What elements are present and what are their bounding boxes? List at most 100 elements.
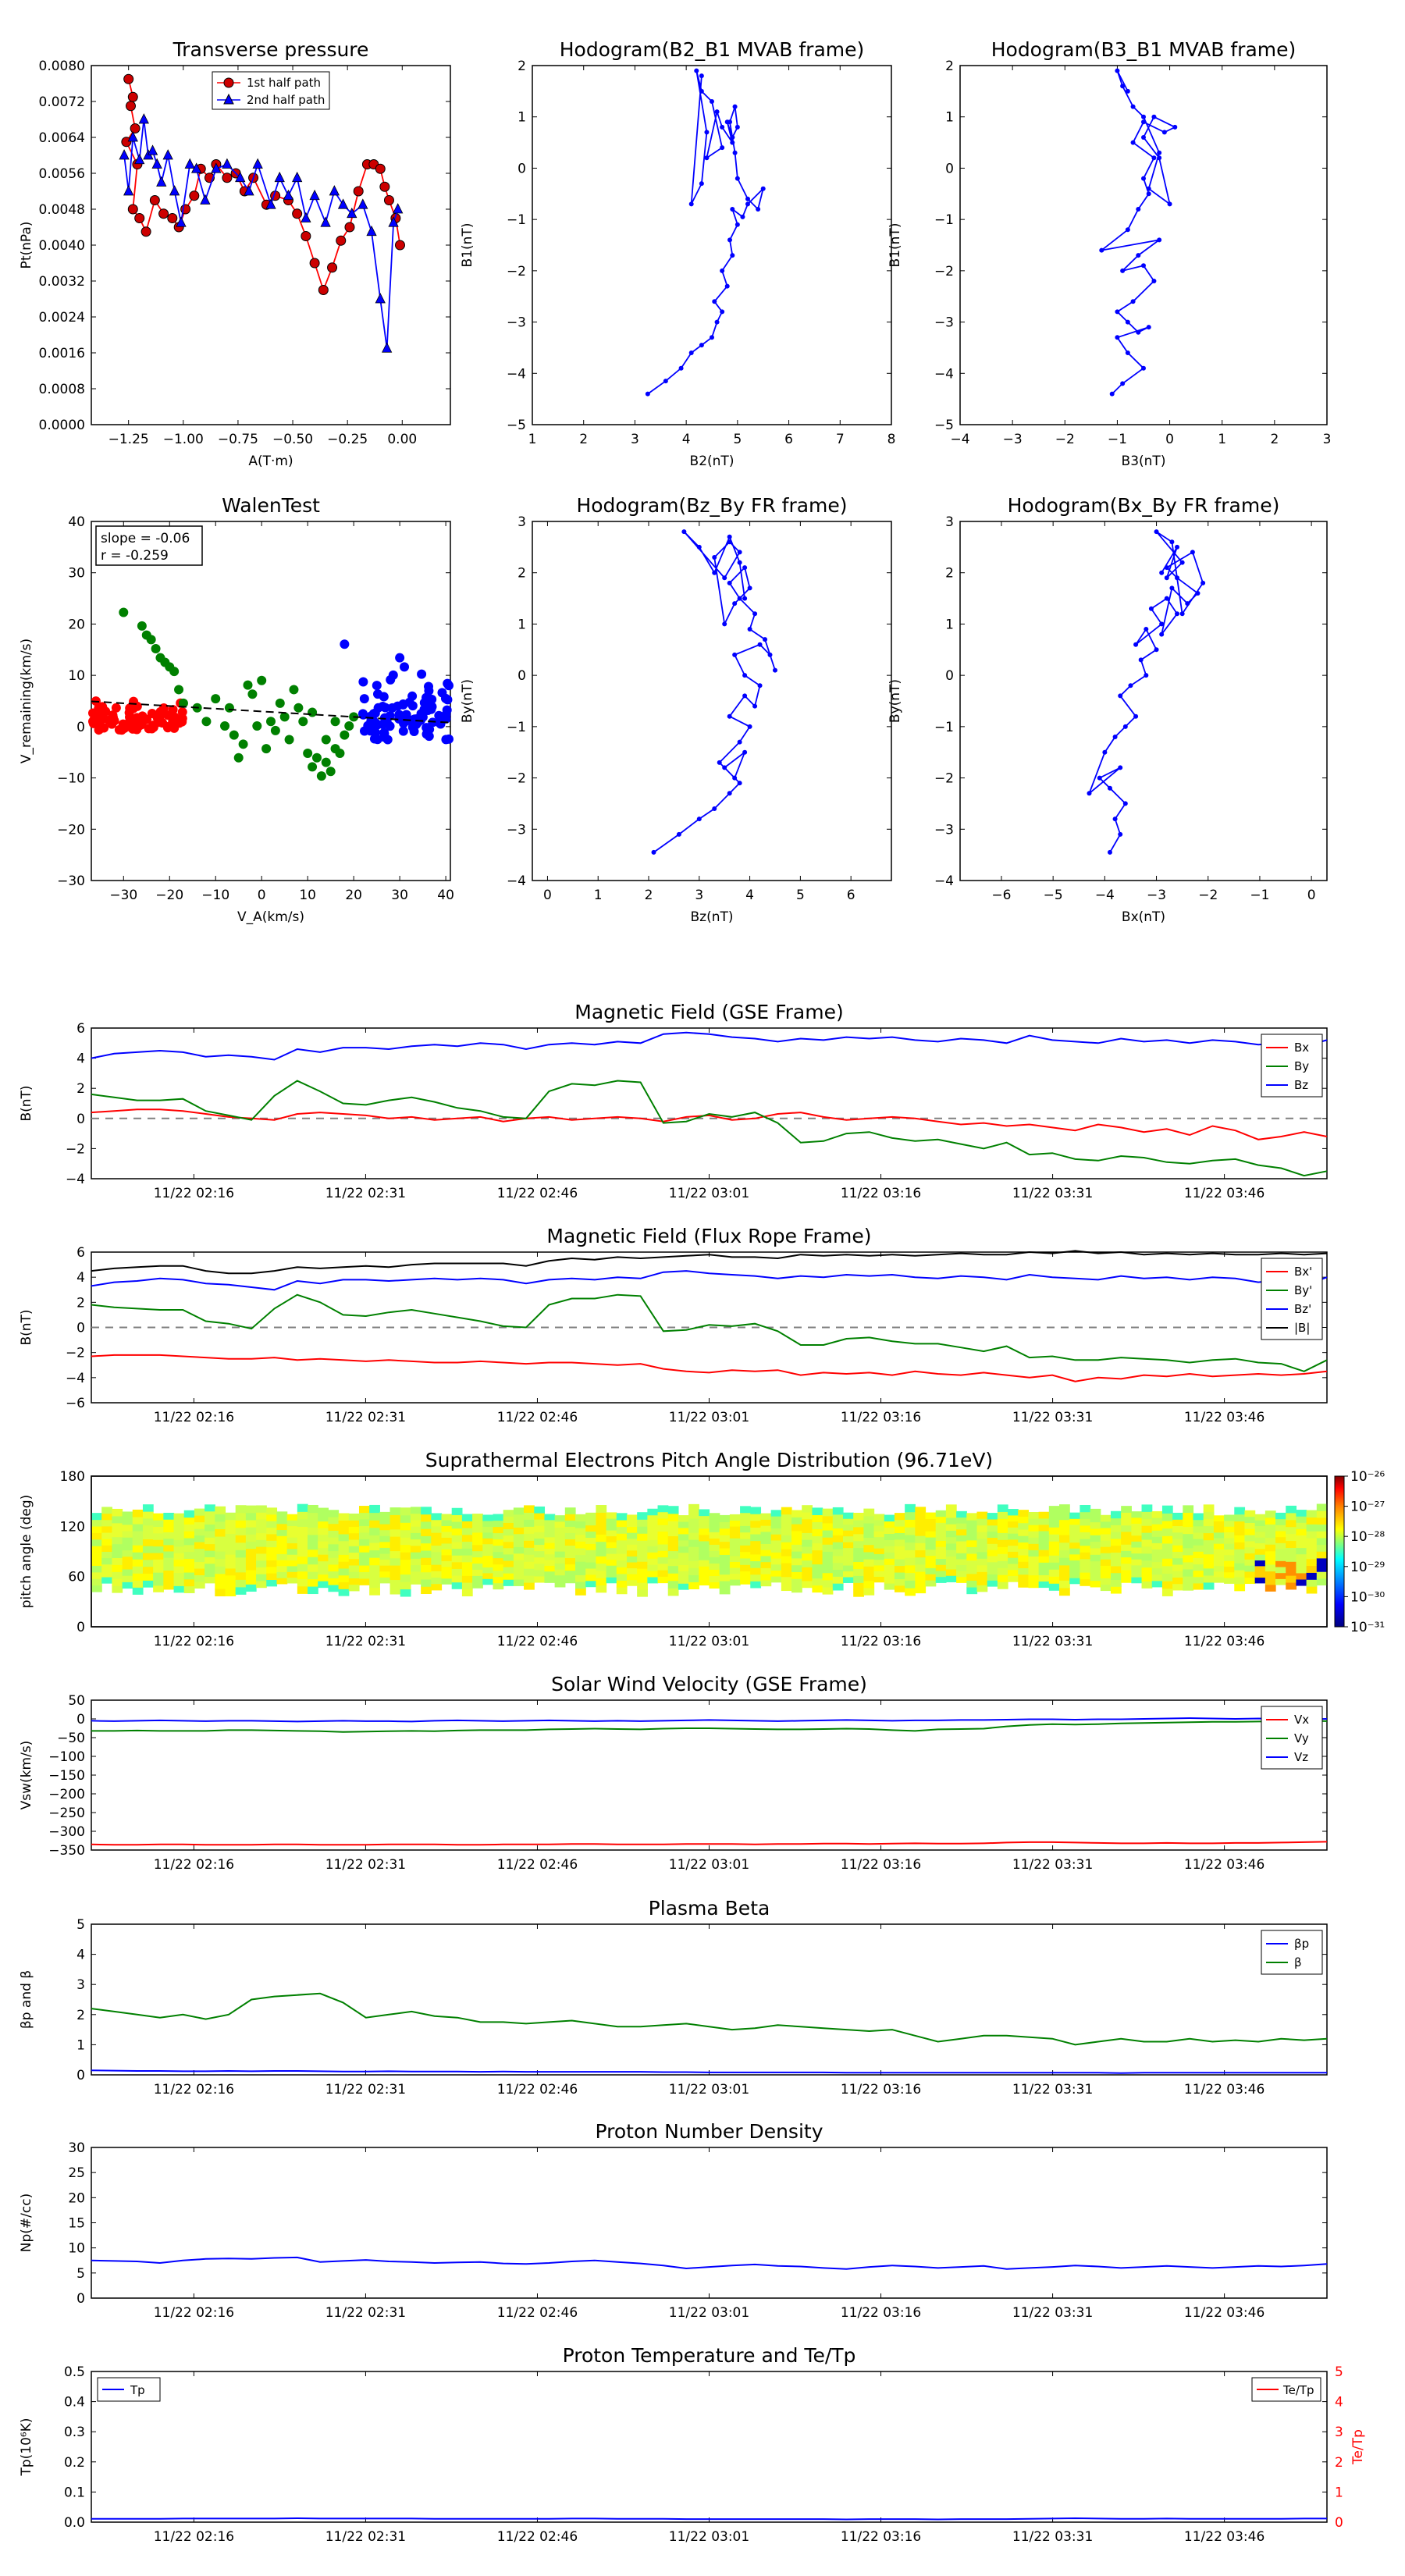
heatmap-cell (493, 1514, 504, 1521)
scatter-point (393, 701, 403, 711)
heatmap-cell (760, 1579, 772, 1587)
heatmap-cell (894, 1578, 905, 1586)
heatmap-cell (1213, 1565, 1225, 1572)
scatter-point (424, 731, 434, 742)
data-point (353, 186, 364, 197)
heatmap-cell (194, 1548, 205, 1556)
heatmap-cell (770, 1576, 782, 1583)
y-tick-label: 0 (76, 1712, 85, 1727)
y-tick-label: 5 (76, 2266, 85, 2282)
heatmap-cell (183, 1517, 195, 1525)
legend-label: 1st half path (247, 76, 321, 90)
heatmap-cell (976, 1545, 988, 1553)
y-tick-label: −3 (507, 315, 526, 331)
heatmap-cell (1275, 1560, 1286, 1567)
data-point (222, 173, 233, 183)
heatmap-cell (1090, 1515, 1101, 1523)
heatmap-cell (451, 1521, 463, 1529)
data-point (735, 222, 740, 227)
heatmap-cell (1254, 1542, 1266, 1550)
heatmap-cell (389, 1528, 401, 1537)
heatmap-cell (266, 1573, 278, 1581)
heatmap-cell (421, 1578, 432, 1587)
y-tick-label: 0.0 (64, 2515, 85, 2531)
heatmap-cell (183, 1544, 195, 1553)
heatmap-cell (637, 1540, 648, 1548)
heatmap-cell (431, 1557, 443, 1565)
x-tick-label: 0 (543, 888, 552, 903)
data-point (676, 831, 681, 837)
y-tick-label: 0.0008 (39, 382, 85, 397)
heatmap-cell (822, 1537, 834, 1545)
heatmap-cell (1059, 1587, 1070, 1596)
y-tick-label: −2 (507, 771, 526, 787)
heatmap-cell (729, 1520, 741, 1527)
heatmap-cell (183, 1585, 195, 1593)
heatmap-cell (318, 1574, 329, 1582)
data-point (1141, 114, 1146, 119)
heatmap-cell (863, 1551, 875, 1560)
heatmap-cell (276, 1541, 288, 1549)
heatmap-cell (101, 1564, 112, 1571)
heatmap-cell (1028, 1511, 1040, 1519)
heatmap-cell (348, 1513, 360, 1521)
heatmap-cell (1131, 1546, 1143, 1554)
heatmap-cell (1306, 1572, 1318, 1580)
heatmap-cell (1100, 1559, 1112, 1566)
data-point (732, 104, 738, 109)
heatmap-cell (1286, 1526, 1297, 1535)
heatmap-cell (719, 1574, 731, 1582)
heatmap-cell (894, 1519, 905, 1527)
heatmap-cell (493, 1539, 504, 1546)
x-tick-label: 11/22 02:46 (497, 1634, 578, 1649)
data-point (292, 171, 303, 183)
heatmap-cell (1244, 1535, 1256, 1542)
x-axis-label: Bx(nT) (1122, 909, 1165, 925)
heatmap-cell (1193, 1551, 1204, 1558)
heatmap-cell (832, 1542, 844, 1550)
x-tick-label: 2 (579, 432, 588, 447)
heatmap-cell (842, 1571, 854, 1578)
plot-title: Hodogram(Bx_By FR frame) (1008, 494, 1280, 517)
heatmap-cell (194, 1581, 205, 1589)
scatter-point (168, 705, 178, 715)
heatmap-cell (256, 1539, 267, 1547)
heatmap-cell (1048, 1506, 1060, 1514)
data-point (1151, 114, 1157, 119)
heatmap-cell (1048, 1583, 1060, 1591)
heatmap-cell (564, 1520, 576, 1527)
x-tick-label: 7 (836, 432, 845, 447)
chart-mag-gse: Magnetic Field (GSE Frame)−4−2024611/22 … (19, 1001, 1328, 1201)
heatmap-cell (770, 1546, 782, 1553)
heatmap-cell (1121, 1569, 1132, 1577)
y-tick-label: 0.0032 (39, 274, 85, 290)
heatmap-cell (266, 1546, 278, 1554)
heatmap-cell (719, 1580, 731, 1588)
heatmap-cell (637, 1575, 648, 1583)
heatmap-cell (678, 1539, 689, 1547)
heatmap-cell (389, 1586, 401, 1595)
heatmap-cell (276, 1571, 288, 1578)
heatmap-cell (873, 1536, 885, 1543)
heatmap-cell (729, 1579, 741, 1586)
legend-label: Bx' (1294, 1265, 1312, 1279)
heatmap-cell (1048, 1548, 1060, 1556)
heatmap-cell (286, 1565, 298, 1572)
series-line-Bz (91, 1031, 1328, 1061)
heatmap-cell (987, 1555, 998, 1563)
heatmap-cell (524, 1554, 535, 1562)
scatter-point (437, 688, 447, 698)
heatmap-cell (1183, 1526, 1194, 1535)
heatmap-cell (503, 1528, 514, 1536)
heatmap-cell (534, 1575, 546, 1583)
heatmap-cell (925, 1531, 937, 1538)
heatmap-cell (678, 1577, 689, 1584)
heatmap-cell (122, 1568, 133, 1576)
heatmap-cell (245, 1548, 257, 1557)
heatmap-cell (554, 1545, 566, 1552)
heatmap-cell (1275, 1525, 1286, 1532)
heatmap-cell (935, 1546, 947, 1553)
heatmap-cell (1018, 1528, 1030, 1536)
heatmap-cell (544, 1548, 556, 1555)
heatmap-cell (575, 1547, 586, 1556)
